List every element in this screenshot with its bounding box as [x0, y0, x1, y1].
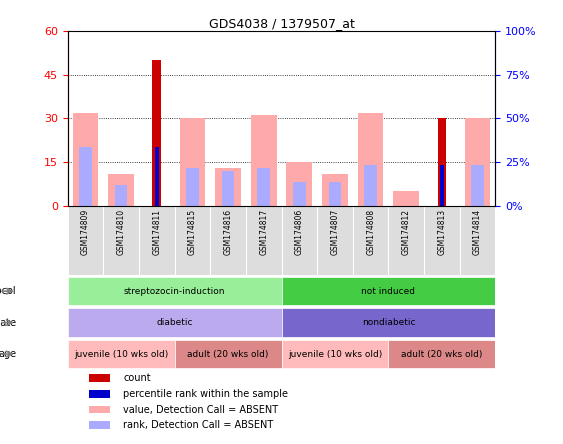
FancyBboxPatch shape [175, 340, 282, 368]
Text: GSM174817: GSM174817 [259, 209, 268, 255]
Text: age: age [0, 349, 16, 359]
Title: GDS4038 / 1379507_at: GDS4038 / 1379507_at [208, 17, 355, 30]
Text: GSM174807: GSM174807 [330, 209, 339, 255]
Text: adult (20 wks old): adult (20 wks old) [187, 349, 269, 358]
Bar [115, 185, 127, 206]
Text: GSM174810: GSM174810 [117, 209, 126, 255]
FancyBboxPatch shape [282, 277, 495, 305]
Text: GSM174816: GSM174816 [224, 209, 233, 255]
Bar [222, 171, 234, 206]
Text: streptozocin-induction: streptozocin-induction [124, 287, 225, 296]
Bar [89, 390, 110, 398]
Text: nondiabetic: nondiabetic [361, 318, 415, 327]
Bar [215, 168, 241, 206]
Bar [251, 115, 276, 206]
Bar [89, 374, 110, 382]
Text: GSM174811: GSM174811 [152, 209, 161, 255]
Bar [364, 165, 377, 206]
Text: diabetic: diabetic [157, 318, 193, 327]
Bar [89, 421, 110, 429]
Bar [257, 168, 270, 206]
FancyBboxPatch shape [282, 340, 388, 368]
Bar [329, 182, 341, 206]
FancyBboxPatch shape [282, 309, 495, 337]
Bar [293, 182, 306, 206]
Bar [108, 174, 134, 206]
Text: rank, Detection Call = ABSENT: rank, Detection Call = ABSENT [123, 420, 274, 430]
Bar [153, 60, 161, 206]
Text: adult (20 wks old): adult (20 wks old) [401, 349, 482, 358]
Text: percentile rank within the sample: percentile rank within the sample [123, 389, 288, 399]
Text: protocol: protocol [0, 286, 16, 296]
Bar [322, 174, 348, 206]
Text: GSM174815: GSM174815 [188, 209, 197, 255]
Bar [440, 165, 444, 206]
Bar [465, 119, 490, 206]
Bar [437, 119, 446, 206]
Text: value, Detection Call = ABSENT: value, Detection Call = ABSENT [123, 404, 278, 415]
Bar [186, 168, 199, 206]
Bar [358, 112, 383, 206]
FancyBboxPatch shape [68, 340, 175, 368]
Text: count: count [123, 373, 151, 383]
FancyBboxPatch shape [388, 340, 495, 368]
Bar [89, 405, 110, 413]
Bar [180, 119, 205, 206]
FancyBboxPatch shape [68, 309, 282, 337]
Bar [155, 147, 159, 206]
FancyBboxPatch shape [68, 277, 282, 305]
Text: GSM174806: GSM174806 [295, 209, 304, 255]
Text: juvenile (10 wks old): juvenile (10 wks old) [288, 349, 382, 358]
Text: GSM174808: GSM174808 [366, 209, 375, 255]
Bar [287, 162, 312, 206]
Bar [73, 112, 98, 206]
Text: not induced: not induced [361, 287, 415, 296]
Text: disease state: disease state [0, 317, 16, 328]
Bar [79, 147, 92, 206]
Bar [471, 165, 484, 206]
Text: GSM174814: GSM174814 [473, 209, 482, 255]
Text: GSM174813: GSM174813 [437, 209, 446, 255]
Text: GSM174812: GSM174812 [402, 209, 411, 255]
Text: GSM174809: GSM174809 [81, 209, 90, 255]
Bar [394, 191, 419, 206]
Text: juvenile (10 wks old): juvenile (10 wks old) [74, 349, 168, 358]
